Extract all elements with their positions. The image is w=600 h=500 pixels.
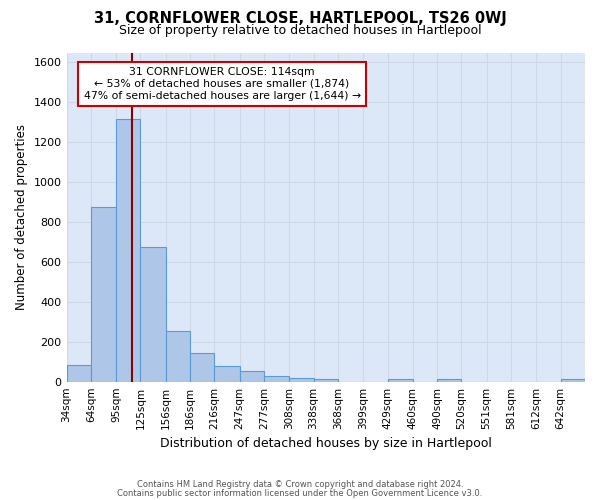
Bar bbox=[190, 353, 214, 382]
Bar bbox=[67, 365, 91, 382]
Bar bbox=[388, 378, 413, 382]
Bar bbox=[289, 378, 314, 382]
Text: Contains public sector information licensed under the Open Government Licence v3: Contains public sector information licen… bbox=[118, 489, 482, 498]
Text: Contains HM Land Registry data © Crown copyright and database right 2024.: Contains HM Land Registry data © Crown c… bbox=[137, 480, 463, 489]
Text: 31, CORNFLOWER CLOSE, HARTLEPOOL, TS26 0WJ: 31, CORNFLOWER CLOSE, HARTLEPOOL, TS26 0… bbox=[94, 11, 506, 26]
Bar bbox=[239, 370, 264, 382]
Bar bbox=[214, 366, 239, 382]
Bar bbox=[437, 378, 461, 382]
Text: 31 CORNFLOWER CLOSE: 114sqm
← 53% of detached houses are smaller (1,874)
47% of : 31 CORNFLOWER CLOSE: 114sqm ← 53% of det… bbox=[83, 68, 361, 100]
Y-axis label: Number of detached properties: Number of detached properties bbox=[15, 124, 28, 310]
Bar bbox=[140, 247, 166, 382]
Bar bbox=[560, 378, 585, 382]
Text: Size of property relative to detached houses in Hartlepool: Size of property relative to detached ho… bbox=[119, 24, 481, 37]
Bar bbox=[91, 206, 116, 382]
Bar bbox=[264, 376, 289, 382]
Bar bbox=[166, 331, 190, 382]
Bar bbox=[314, 378, 338, 382]
X-axis label: Distribution of detached houses by size in Hartlepool: Distribution of detached houses by size … bbox=[160, 437, 492, 450]
Bar bbox=[116, 118, 140, 382]
